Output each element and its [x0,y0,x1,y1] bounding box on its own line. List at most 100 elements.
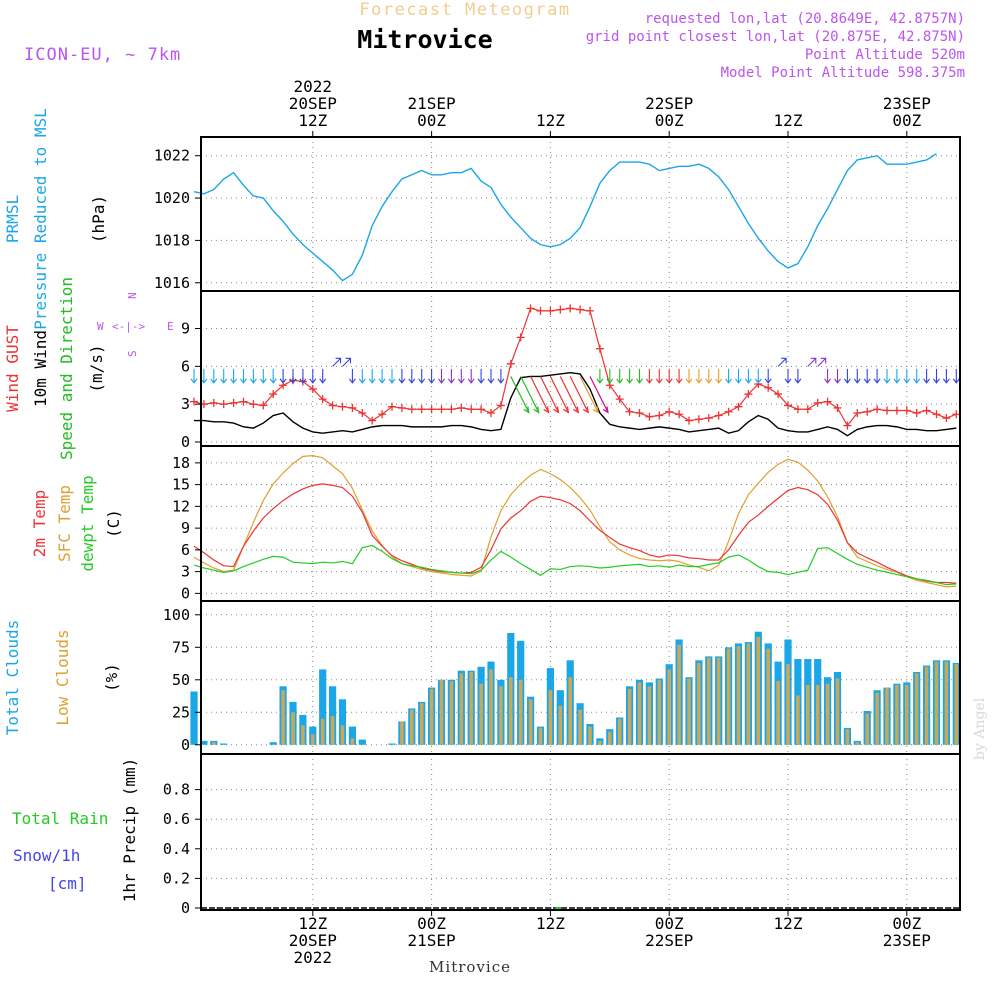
gust-marker [734,402,743,411]
wind-direction-arrowhead [259,378,267,384]
wind-direction-arrowhead [853,378,861,384]
wind-direction-arrowhead [348,378,356,384]
wind-direction-arrowhead [523,406,530,414]
x-tick-label-top: 2022 [294,77,333,96]
low-cloud-bar [716,657,721,745]
y-axis-label: Total Clouds [3,620,22,736]
wind-direction-arrowhead [883,378,891,384]
wind-direction-arrowhead [378,378,386,384]
y-tick-label: 6 [181,541,190,559]
wind-direction-arrowhead [398,378,406,384]
x-tick-label-bottom: 2022 [294,948,333,967]
wind-direction-arrowhead [665,378,673,384]
gust-marker [912,409,921,417]
gust-marker [516,333,525,342]
wind-direction-arrowhead [279,378,287,384]
x-tick-label-top: 21SEP [408,94,456,113]
y-tick-label: 0.6 [163,810,190,828]
wind-direction-arrowhead [240,378,247,384]
gust-marker [239,397,248,406]
low-cloud-bar [588,726,592,745]
x-tick-label-top: 12Z [298,111,327,130]
y-tick-label: 6 [181,357,190,375]
low-cloud-bar [548,690,553,745]
wind-direction-arrow [807,357,817,367]
sfc-temp-line [193,455,957,588]
wind-direction-arrowhead [418,378,426,384]
wind-direction-compass: W <-|-> E N S [97,292,174,357]
wind-direction-arrow [817,357,827,367]
wind-direction-arrowhead [754,378,762,384]
gust-marker [714,411,723,420]
wind-direction-arrowhead [781,357,787,364]
y-axis-label: 10m Wind [31,330,50,407]
low-cloud-bar [934,661,939,745]
snow-legend-label: Snow/1h [13,846,80,865]
wind-direction-arrowhead [933,378,940,384]
wind-direction-arrow [579,376,599,413]
low-cloud-bar [677,644,681,745]
wind-direction-arrowhead [553,406,560,414]
gust-line [193,307,957,427]
x-tick-label-top: 12Z [536,111,565,130]
y-tick-label: 50 [172,671,190,689]
wind-direction-arrowhead [873,378,881,384]
gust-marker [724,407,733,416]
gust-marker [625,407,634,416]
wind-direction-arrowhead [582,406,590,414]
wind-direction-arrowhead [467,378,475,384]
low-cloud-bar [558,705,563,745]
y-axis-label: (hPa) [89,195,108,243]
x-tick-label-top: 22SEP [645,94,693,113]
x-tick-label-bottom: 00Z [655,914,684,933]
gust-marker [595,344,604,353]
panel-frame-pressure [200,136,961,292]
wind-direction-arrowhead [299,378,307,384]
x-tick-label-bottom: 21SEP [408,931,456,950]
x-tick-label-bottom: 20SEP [289,931,337,950]
wind-direction-arrowhead [388,378,396,384]
low-cloud-bar [320,718,325,745]
low-cloud-bar [776,681,780,745]
gust-marker [843,421,852,430]
gust-marker [496,401,505,410]
wind-direction-arrowhead [744,378,752,384]
low-cloud-bar [459,673,464,745]
gust-marker [338,402,347,411]
panel-frame-temperature [200,445,961,602]
low-cloud-bar [439,679,444,745]
pressure-line [193,152,937,282]
y-axis-label: (%) [102,663,121,692]
wind-direction-arrow [520,376,540,413]
gust-marker [892,406,901,415]
gust-marker [368,416,377,425]
wind-direction-arrowhead [592,406,599,414]
low-cloud-bar [726,648,731,745]
compass-north: N [126,292,139,299]
x-tick-label-top: 00Z [417,111,446,130]
wind-direction-arrow [589,376,609,413]
y-tick-label: 12 [172,497,190,515]
low-cloud-bar [756,636,761,745]
y-axis-label: SFC Temp [55,485,74,562]
wind-direction-arrowhead [606,378,614,384]
y-axis-label: (m/s) [87,344,106,392]
low-cloud-bar [746,643,751,745]
x-tick-label-top: 00Z [655,111,684,130]
x-tick-label-top: 20SEP [289,94,337,113]
y-axis-label: dewpt Temp [78,475,97,571]
gust-marker [526,304,535,313]
x-tick-label-bottom: 22SEP [645,931,693,950]
y-tick-label: 1016 [154,274,190,292]
gust-marker [457,403,466,412]
gust-marker [586,306,594,315]
total-cloud-bar [200,740,208,745]
low-cloud-bar [707,657,711,745]
low-cloud-bar [875,692,879,745]
gust-marker [675,410,684,419]
compass-west: W [97,320,104,333]
gust-marker [219,400,228,409]
low-cloud-bar [885,687,889,745]
y-tick-label: 18 [172,454,190,472]
y-tick-label: 75 [172,638,190,656]
